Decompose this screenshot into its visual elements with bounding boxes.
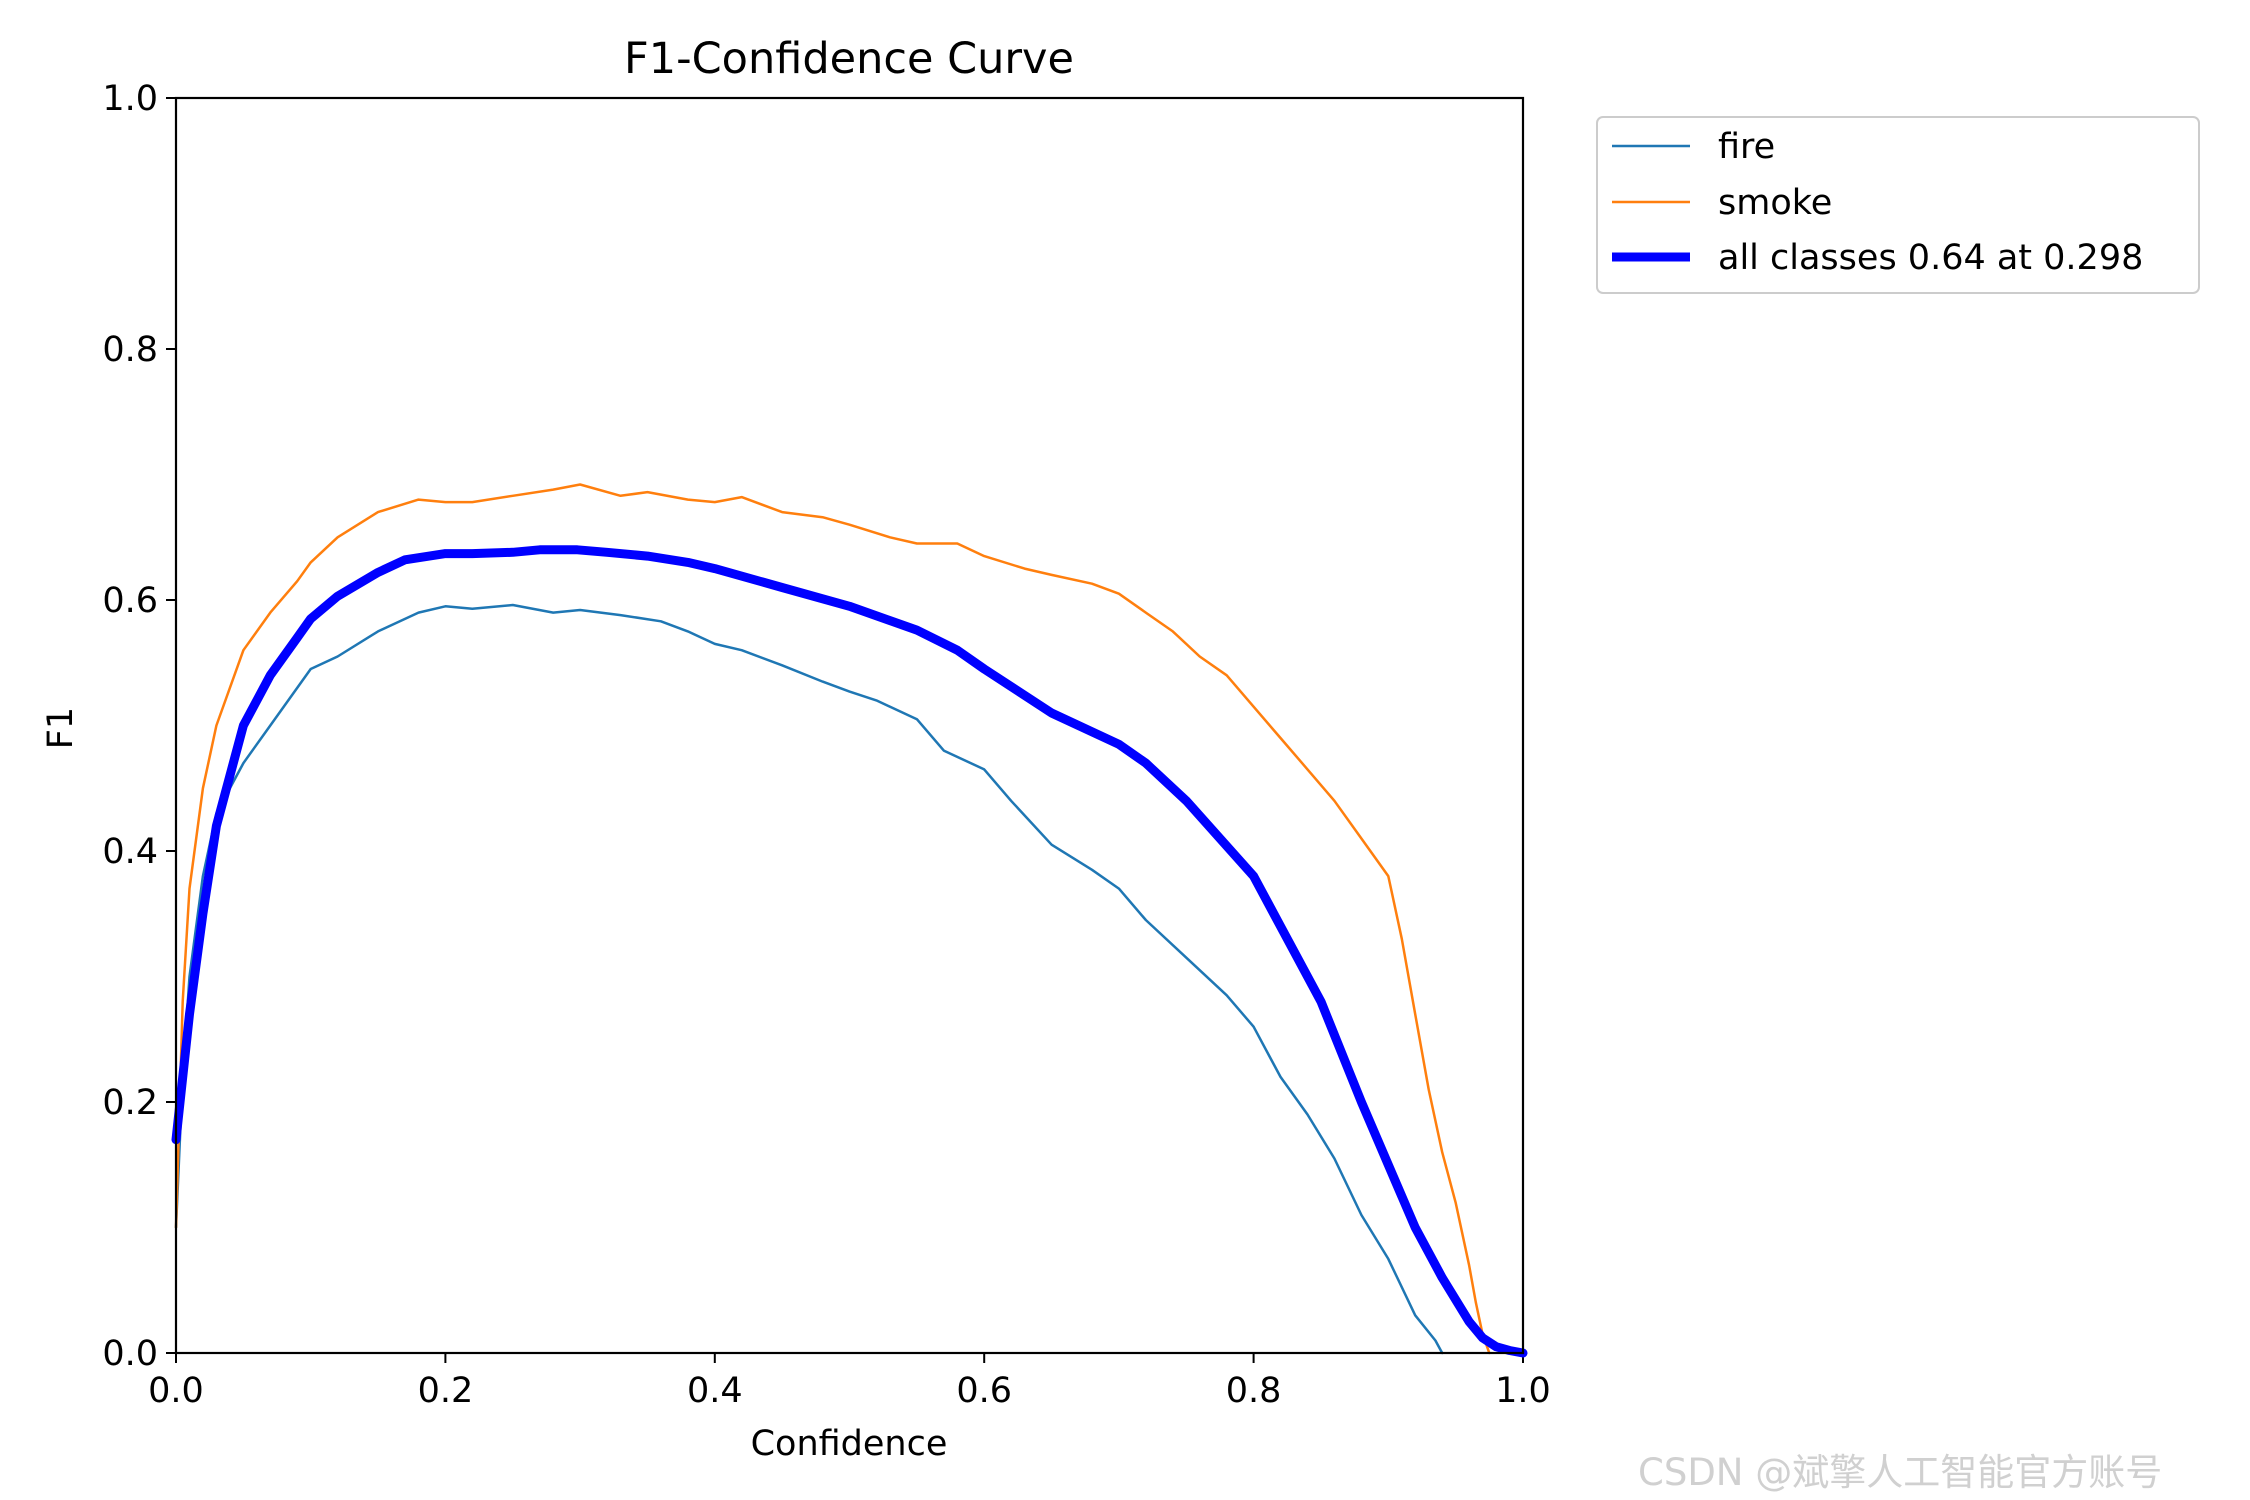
plot-frame xyxy=(174,96,1525,1355)
x-tick-label: 0.4 xyxy=(687,1371,743,1411)
chart-title: F1-Confidence Curve xyxy=(624,34,1074,84)
x-tick-label: 0.8 xyxy=(1226,1371,1282,1411)
y-tick-label: 0.2 xyxy=(102,1083,158,1123)
y-axis-label: F1 xyxy=(41,707,81,749)
x-tick-label: 1.0 xyxy=(1495,1371,1551,1411)
series-line-fire xyxy=(174,603,1444,1355)
y-tick-label: 0.6 xyxy=(102,581,158,621)
x-tick-label: 0.6 xyxy=(956,1371,1012,1411)
x-axis-label: Confidence xyxy=(751,1424,948,1464)
legend-box xyxy=(1596,116,2200,294)
csdn-watermark: CSDN @斌擎人工智能官方账号 xyxy=(1638,1451,2163,1494)
y-tick-label: 1.0 xyxy=(102,79,158,119)
series-line-smoke xyxy=(174,483,1491,1355)
series-line-all xyxy=(171,545,1528,1358)
y-tick-label: 0.0 xyxy=(102,1334,158,1374)
y-tick-label: 0.8 xyxy=(102,330,158,370)
x-tick-label: 0.0 xyxy=(148,1371,204,1411)
x-tick-label: 0.2 xyxy=(418,1371,474,1411)
legend-label-fire: fire xyxy=(1718,127,1775,167)
legend: fire smoke all classes 0.64 at 0.298 xyxy=(1596,116,2200,294)
legend-label-smoke: smoke xyxy=(1718,183,1832,223)
legend-label-all-classes: all classes 0.64 at 0.298 xyxy=(1718,238,2143,278)
y-tick-label: 0.4 xyxy=(102,832,158,872)
axis-ticks: 0.0 0.2 0.4 0.6 0.8 1.0 0.0 0.2 0.4 0.6 0.8 1.0 xyxy=(102,79,1551,1411)
series-layer xyxy=(171,483,1528,1358)
